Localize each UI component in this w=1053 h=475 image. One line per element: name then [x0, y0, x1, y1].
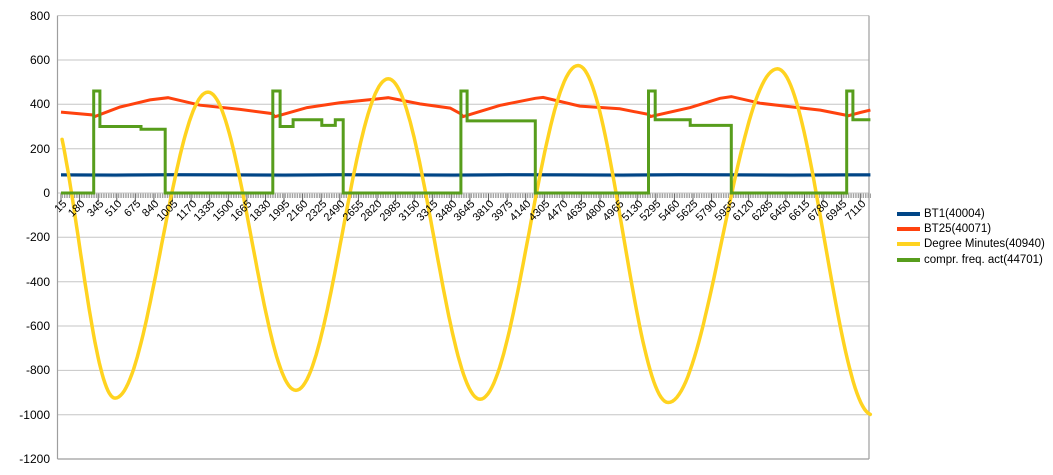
legend-item-compr-freq: compr. freq. act(44701): [897, 252, 1045, 267]
series-line-3: [61, 89, 871, 195]
legend-item-degree-minutes: Degree Minutes(40940): [897, 237, 1045, 252]
y-tick-label: 400: [29, 97, 50, 112]
legend-label-compr-freq: compr. freq. act(44701): [924, 253, 1043, 266]
y-tick-label: -200: [25, 230, 50, 245]
y-tick-label: -800: [25, 363, 50, 378]
legend-swatch-bt1: [897, 211, 920, 216]
y-tick-label: -600: [25, 319, 50, 334]
y-tick-label: -400: [25, 274, 50, 289]
legend-item-bt25: BT25(40071): [897, 221, 1045, 236]
legend-label-degree-minutes: Degree Minutes(40940): [924, 238, 1045, 251]
legend-swatch-degree-minutes: [897, 242, 920, 247]
series-line-2: [60, 63, 873, 417]
legend-label-bt25: BT25(40071): [924, 223, 992, 236]
legend: BT1(40004) BT25(40071) Degree Minutes(40…: [897, 206, 1045, 268]
x-major-ticks: [60, 193, 861, 203]
y-tick-label: -1000: [19, 407, 50, 422]
legend-item-bt1: BT1(40004): [897, 206, 1045, 221]
y-tick-label: 0: [43, 186, 50, 200]
legend-label-bt1: BT1(40004): [924, 207, 985, 220]
y-tick-label: 800: [29, 8, 50, 23]
y-tick-label: 600: [29, 52, 50, 67]
legend-swatch-bt25: [897, 227, 920, 232]
legend-swatch-compr-freq: [897, 257, 920, 262]
y-tick-label: 200: [29, 141, 50, 156]
y-tick-label: -1200: [19, 452, 50, 467]
